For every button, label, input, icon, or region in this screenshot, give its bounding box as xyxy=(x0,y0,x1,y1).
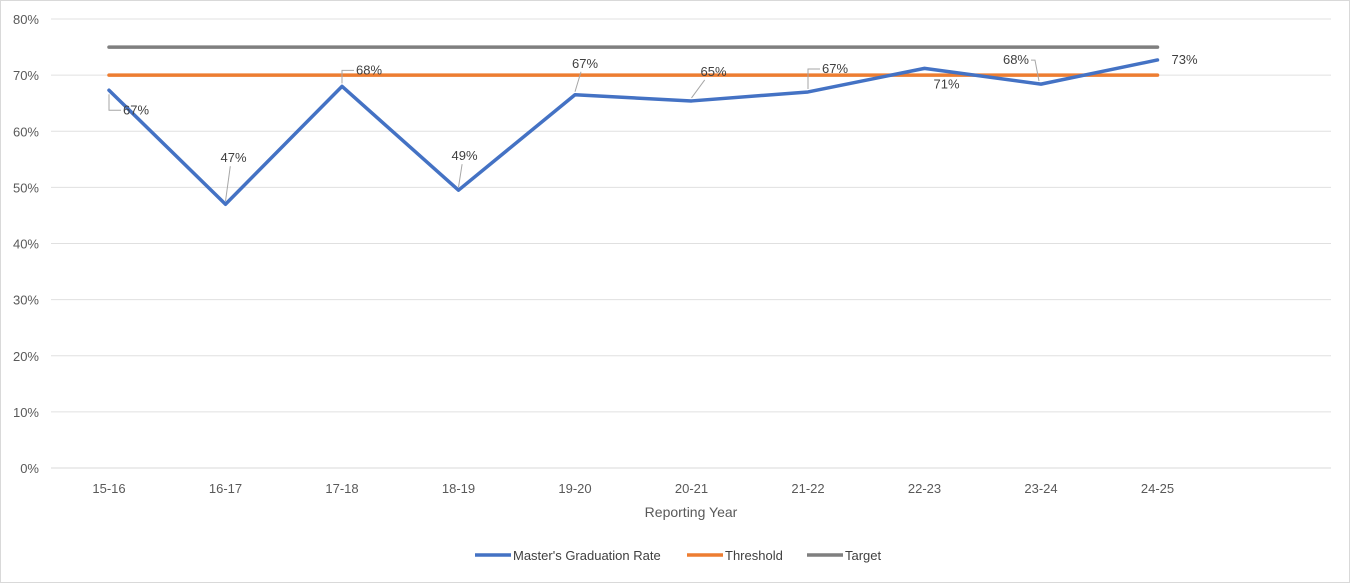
gridlines xyxy=(51,18,1331,469)
x-tick-label: 19-20 xyxy=(558,481,591,496)
x-tick-label: 21-22 xyxy=(791,481,824,496)
y-tick-label: 60% xyxy=(13,124,39,139)
leader-line xyxy=(108,94,121,111)
leader-line xyxy=(691,79,706,99)
legend: Master's Graduation Rate Threshold Target xyxy=(475,548,882,563)
y-tick-label: 30% xyxy=(13,293,39,308)
master-s-graduation-rate-line xyxy=(107,58,1160,206)
leader-line xyxy=(807,68,820,89)
x-tick-label: 22-23 xyxy=(908,481,941,496)
x-tick-label: 18-19 xyxy=(442,481,475,496)
data-label: 73% xyxy=(1172,52,1198,67)
data-label: 49% xyxy=(451,148,477,163)
y-tick-label: 0% xyxy=(20,461,39,476)
leader-line xyxy=(458,164,463,188)
data-label: 67% xyxy=(572,56,598,71)
data-label: 67% xyxy=(822,61,848,76)
data-label: 65% xyxy=(700,64,726,79)
data-label: 67% xyxy=(123,102,149,117)
legend-label-target: Target xyxy=(845,548,882,563)
y-tick-label: 10% xyxy=(13,405,39,420)
x-axis-title: Reporting Year xyxy=(645,504,738,520)
data-label: 68% xyxy=(1003,52,1029,67)
data-labels: 67% 47% 68% 49% 67% 65% 67% 71% 68% 73% xyxy=(108,52,1198,202)
leader-line xyxy=(574,71,582,92)
data-label: 68% xyxy=(356,62,382,77)
x-tick-label: 16-17 xyxy=(209,481,242,496)
y-tick-label: 80% xyxy=(13,12,39,27)
x-tick-label: 20-21 xyxy=(675,481,708,496)
y-tick-label: 50% xyxy=(13,180,39,195)
x-tick-label: 15-16 xyxy=(92,481,125,496)
y-tick-label: 20% xyxy=(13,349,39,364)
x-tick-label: 17-18 xyxy=(325,481,358,496)
legend-label-master-s-graduation-rate: Master's Graduation Rate xyxy=(513,548,661,563)
series-lines xyxy=(107,45,1160,206)
y-tick-label: 70% xyxy=(13,68,39,83)
x-tick-label: 23-24 xyxy=(1024,481,1057,496)
data-label: 71% xyxy=(933,76,959,91)
leader-line xyxy=(341,69,354,84)
leader-line xyxy=(1031,59,1040,82)
y-axis-ticks: 0% 10% 20% 30% 40% 50% 60% 70% 80% xyxy=(13,12,39,476)
x-axis-ticks: 15-16 16-17 17-18 18-19 19-20 20-21 21-22 22-23… xyxy=(92,481,1174,496)
y-tick-label: 40% xyxy=(13,237,39,252)
legend-label-threshold: Threshold xyxy=(725,548,783,563)
data-label: 47% xyxy=(220,150,246,165)
leader-line xyxy=(225,166,231,202)
x-tick-label: 24-25 xyxy=(1141,481,1174,496)
